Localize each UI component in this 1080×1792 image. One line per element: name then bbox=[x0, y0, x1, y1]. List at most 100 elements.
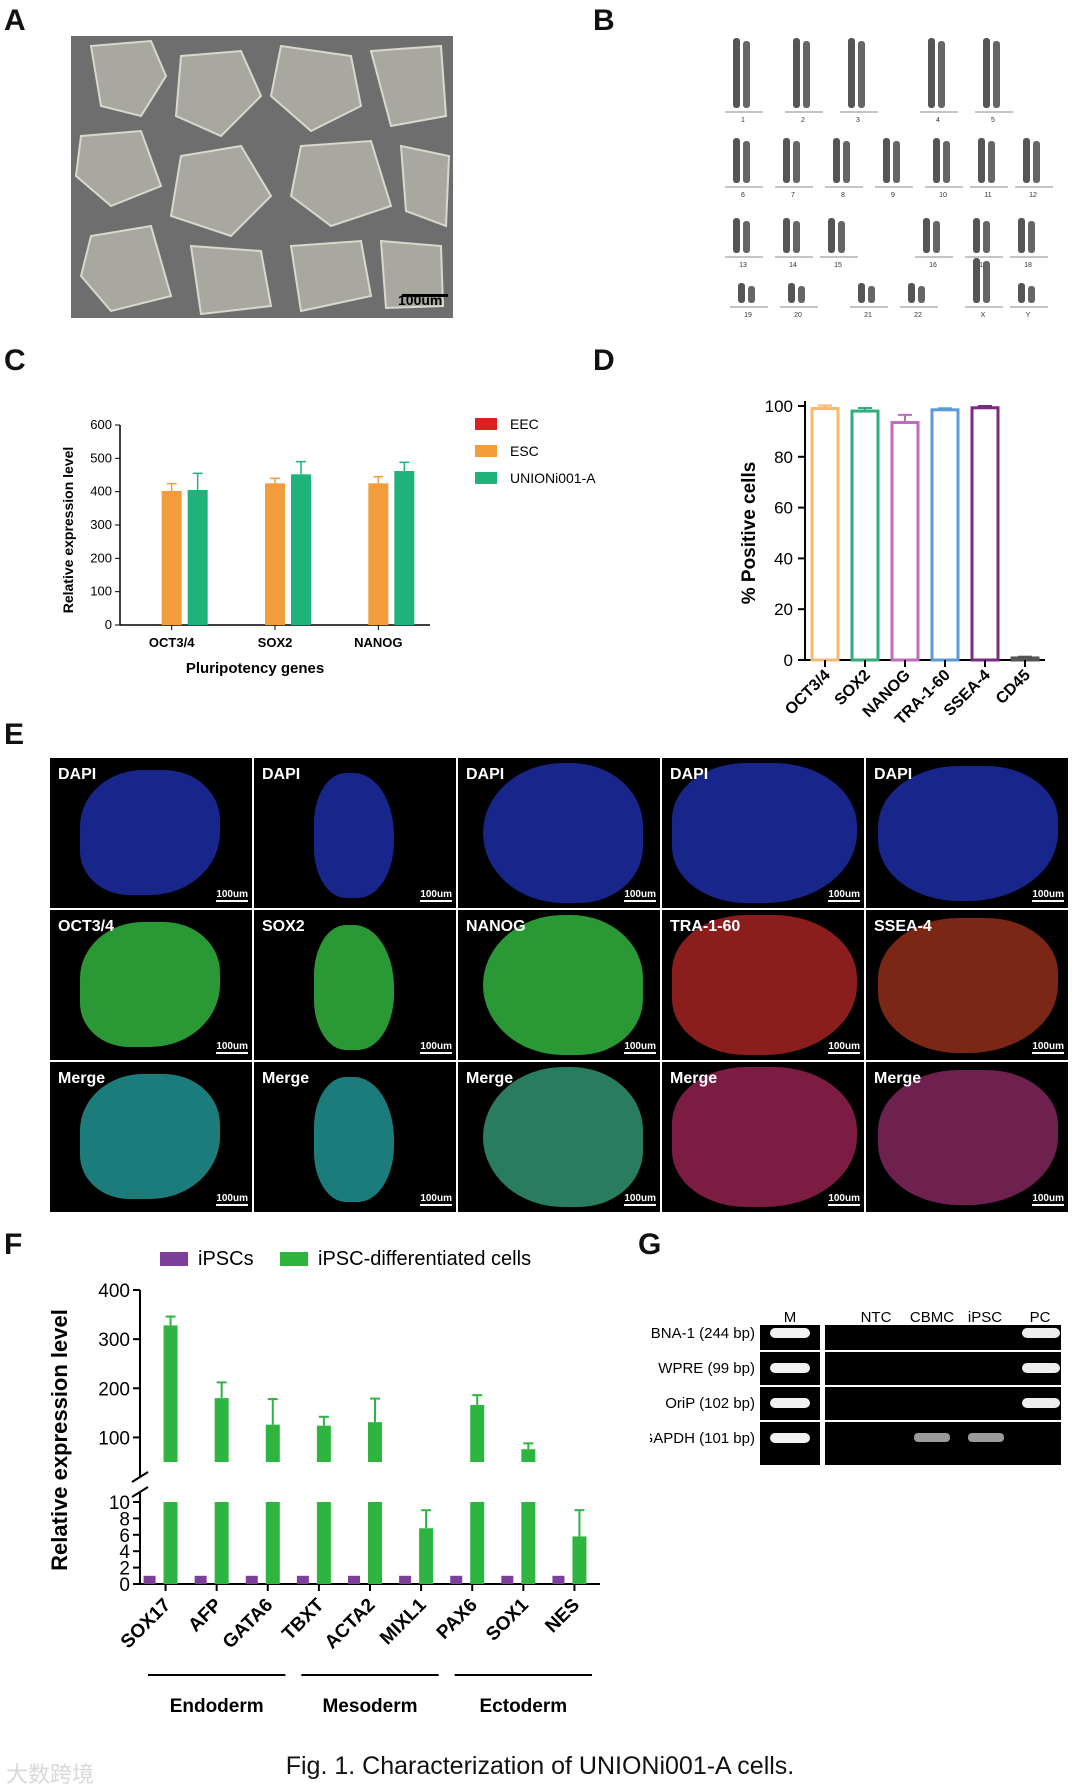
fluorescence-label: DAPI bbox=[670, 766, 709, 783]
fluorescence-image: NANOG 100um bbox=[458, 910, 660, 1060]
bar-lower bbox=[521, 1502, 536, 1584]
fluorescence-label: SSEA-4 bbox=[874, 918, 932, 935]
bar bbox=[187, 490, 208, 625]
fluorescence-image: DAPI 100um bbox=[50, 758, 252, 908]
row-label: EBNA-1 (244 bp) bbox=[650, 1325, 755, 1342]
y-tick-label: 60 bbox=[774, 499, 793, 518]
scale-bar-label: 100um bbox=[420, 1041, 452, 1054]
chromosome bbox=[743, 221, 750, 253]
fluorescence-image: Merge 100um bbox=[50, 1062, 252, 1212]
chart-c: 0 100 200 300 400 500 600 OCT3/4 SOX2 NANOG Plurip… bbox=[60, 416, 596, 677]
bar bbox=[552, 1575, 565, 1584]
fluorescence-image: Merge 100um bbox=[662, 1062, 864, 1212]
chromosome bbox=[883, 138, 890, 183]
y-tick-label: 500 bbox=[90, 450, 112, 465]
x-tick-label: SOX2 bbox=[258, 635, 293, 650]
chromosome bbox=[743, 141, 750, 183]
chromosome bbox=[733, 38, 740, 108]
chromosome bbox=[923, 218, 930, 253]
chromosome-label: 16 bbox=[929, 262, 937, 269]
micrograph-colonies: 100um bbox=[71, 36, 453, 318]
chromosome bbox=[893, 141, 900, 183]
fluorescence-label: DAPI bbox=[874, 766, 913, 783]
chromosome-label: 4 bbox=[936, 117, 940, 124]
x-tick-label: CD45 bbox=[993, 667, 1034, 708]
chromosome bbox=[748, 286, 755, 303]
y-tick-label: 400 bbox=[90, 484, 112, 499]
gel-panel: M NTC CBMC iPSC PC EBNA-1 (244 bp) WPRE (99 bp… bbox=[650, 1310, 1075, 1490]
bar bbox=[368, 483, 389, 625]
bar bbox=[245, 1575, 258, 1584]
fluorescence-label: NANOG bbox=[466, 918, 526, 935]
chromosome-label: X bbox=[981, 312, 986, 319]
bar bbox=[450, 1575, 463, 1584]
y-tick-label: 10 bbox=[109, 1493, 130, 1514]
bar bbox=[399, 1575, 412, 1584]
chromosome bbox=[793, 141, 800, 183]
cell-colony bbox=[80, 770, 220, 895]
chromosome-label: 3 bbox=[856, 117, 860, 124]
chromosome bbox=[1033, 141, 1040, 183]
marker-band bbox=[770, 1363, 810, 1373]
chromosome-label: 15 bbox=[834, 262, 842, 269]
chromosome bbox=[978, 138, 985, 183]
panel-label-d: D bbox=[593, 344, 615, 377]
lane-label: PC bbox=[1030, 1310, 1051, 1326]
ipsc-band bbox=[968, 1433, 1004, 1442]
bar bbox=[930, 408, 960, 662]
x-tick-label: PAX6 bbox=[433, 1595, 482, 1644]
bar bbox=[394, 471, 415, 625]
fluorescence-image: DAPI 100um bbox=[254, 758, 456, 908]
chromosome bbox=[1028, 221, 1035, 253]
cell-colony bbox=[672, 915, 857, 1055]
chromosome bbox=[973, 258, 980, 303]
row-label: GAPDH (101 bp) bbox=[650, 1430, 755, 1447]
fluorescence-image: TRA-1-60 100um bbox=[662, 910, 864, 1060]
fluorescence-image: Merge 100um bbox=[458, 1062, 660, 1212]
karyotype-chromosomes: 12345678910111213141516171819202122XY bbox=[725, 38, 1053, 319]
bar bbox=[890, 421, 920, 662]
marker-band bbox=[770, 1328, 810, 1338]
scale-bar-label: 100um bbox=[216, 889, 248, 902]
chromosome-label: 18 bbox=[1024, 262, 1032, 269]
y-tick-label: 0 bbox=[784, 651, 793, 670]
bar bbox=[348, 1575, 360, 1584]
legend-label: EEC bbox=[510, 416, 539, 432]
row-label: WPRE (99 bp) bbox=[658, 1360, 755, 1377]
axis-break bbox=[131, 1471, 149, 1483]
panel-label-g: G bbox=[638, 1228, 662, 1261]
chromosome bbox=[858, 283, 865, 303]
x-tick-label: OCT3/4 bbox=[149, 635, 195, 650]
fluorescence-label: TRA-1-60 bbox=[670, 918, 741, 935]
y-tick-label: 100 bbox=[765, 397, 793, 416]
bar bbox=[265, 483, 285, 625]
chromosome bbox=[783, 138, 790, 183]
bar bbox=[194, 1575, 207, 1584]
chromosome bbox=[943, 141, 950, 183]
chromosome bbox=[1028, 286, 1035, 303]
legend-swatch bbox=[475, 445, 497, 457]
scale-bar-label: 100um bbox=[624, 1041, 656, 1054]
bar-lower bbox=[163, 1502, 178, 1584]
scale-bar-label: 100um bbox=[398, 292, 443, 308]
row-label: OriP (102 bp) bbox=[665, 1395, 755, 1412]
chromosome-label: 11 bbox=[984, 192, 991, 199]
x-tick-label: MIXL1 bbox=[376, 1594, 431, 1649]
chromosome-label: 13 bbox=[739, 262, 747, 269]
chromosome bbox=[843, 141, 850, 183]
legend-label: iPSC-differentiated cells bbox=[318, 1248, 531, 1270]
x-tick-label: GATA6 bbox=[219, 1595, 277, 1653]
chromosome bbox=[983, 221, 990, 253]
x-axis-title: Pluripotency genes bbox=[186, 660, 324, 677]
fluorescence-image: DAPI 100um bbox=[866, 758, 1068, 908]
chart-f: iPSCs iPSC-differentiated cells1002003004… bbox=[47, 1248, 600, 1717]
legend-swatch bbox=[475, 418, 497, 430]
y-tick-label: 200 bbox=[90, 550, 112, 565]
cell-colony bbox=[483, 1067, 643, 1207]
cell-colony bbox=[314, 773, 394, 898]
fluorescence-label: DAPI bbox=[262, 766, 301, 783]
scale-bar-label: 100um bbox=[828, 1041, 860, 1054]
chromosome bbox=[938, 41, 945, 108]
chromosome bbox=[993, 41, 1000, 108]
chromosome bbox=[793, 221, 800, 253]
